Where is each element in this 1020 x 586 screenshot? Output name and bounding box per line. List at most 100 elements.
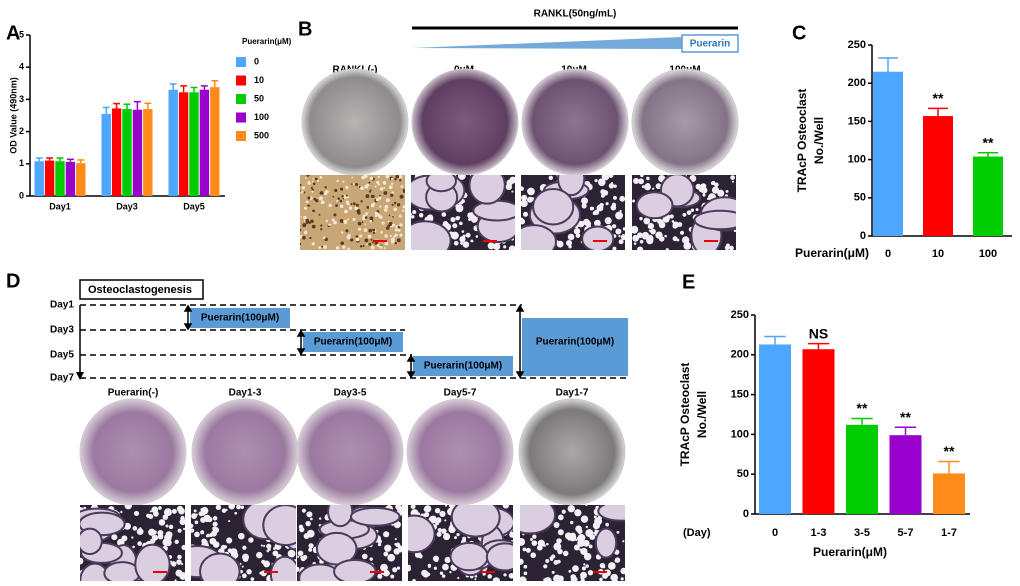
dot [619, 195, 625, 202]
culture-dish [79, 398, 187, 506]
dot [503, 573, 507, 577]
dot [290, 552, 295, 557]
dot [297, 550, 304, 557]
cell [310, 186, 314, 189]
dot [608, 175, 614, 178]
scale-bar [593, 240, 607, 242]
cell [355, 203, 359, 207]
culture-dish [631, 68, 739, 176]
dot [212, 516, 218, 521]
category-axis-label: (Day) [683, 527, 711, 539]
dot [174, 539, 179, 544]
dot [561, 509, 566, 514]
x-tick-label: 100 [979, 248, 997, 260]
cell [342, 245, 346, 250]
osteoclast [408, 514, 436, 554]
dot [266, 543, 272, 549]
osteoclast [449, 541, 489, 572]
y-tick-label: 100 [848, 154, 866, 166]
cell [303, 191, 306, 194]
cell [308, 205, 311, 207]
dot [527, 188, 532, 194]
cell [303, 215, 307, 220]
dot [266, 549, 269, 553]
dot [418, 213, 424, 218]
cell [390, 182, 394, 185]
dot [137, 541, 143, 546]
drug-box [681, 34, 739, 53]
cell [364, 223, 367, 226]
cell [398, 214, 402, 218]
cell [360, 186, 364, 191]
dot [637, 246, 644, 250]
cell [305, 218, 310, 223]
dot [711, 180, 716, 186]
cell [339, 204, 344, 209]
legend-title: Puerarin(μM) [242, 37, 292, 46]
dot [633, 242, 637, 245]
dot [581, 203, 587, 209]
dot [632, 225, 639, 234]
treatment-label: Puerarin(100μM) [314, 337, 392, 348]
dot [644, 183, 651, 191]
bar [55, 161, 65, 196]
dot [380, 563, 388, 572]
dot [377, 542, 382, 547]
dot [176, 505, 184, 513]
x-tick-label: 1-3 [811, 527, 827, 539]
dot [411, 510, 416, 514]
dot [162, 514, 169, 520]
dot [612, 195, 617, 200]
dot [263, 544, 266, 548]
dot [530, 552, 537, 559]
cell [371, 220, 374, 222]
y-tick-label: 3 [19, 94, 24, 104]
dot [599, 562, 606, 569]
osteoclast [635, 191, 674, 220]
dot [588, 544, 593, 549]
osteoclast [594, 527, 618, 559]
cell [402, 205, 405, 209]
cell [307, 180, 311, 184]
cell [400, 185, 404, 188]
cell [399, 194, 404, 199]
scale-bar [704, 240, 718, 242]
dot [436, 531, 442, 537]
cell [402, 209, 405, 212]
dot [274, 550, 277, 554]
cell [361, 175, 366, 180]
dot [158, 506, 162, 510]
dot [467, 212, 474, 219]
dot [543, 544, 546, 547]
dot [640, 175, 644, 178]
dot [408, 564, 411, 568]
dot [695, 208, 699, 212]
significance-label: ** [944, 443, 955, 459]
dot [165, 524, 169, 528]
dot [191, 513, 197, 519]
dot [263, 560, 271, 568]
dot [394, 537, 397, 541]
dot [228, 505, 235, 510]
dot [580, 571, 588, 579]
diagram-title: Osteoclastogenesis [88, 284, 192, 296]
bar [802, 349, 835, 514]
dot [520, 538, 526, 546]
bar [923, 116, 953, 236]
dot [577, 220, 585, 228]
dot [151, 506, 159, 514]
cell [348, 206, 353, 210]
dot [610, 182, 614, 185]
cell [374, 211, 378, 215]
x-axis-label: Puerarin(μM) [813, 545, 887, 559]
cell [385, 226, 390, 230]
dot [209, 533, 213, 538]
y-tick-label: 5 [19, 29, 24, 39]
dot [454, 536, 457, 540]
cell [328, 203, 332, 208]
dot [471, 240, 474, 243]
dot [641, 185, 645, 189]
dot [717, 189, 725, 197]
dot [228, 520, 231, 523]
bar [168, 89, 178, 196]
